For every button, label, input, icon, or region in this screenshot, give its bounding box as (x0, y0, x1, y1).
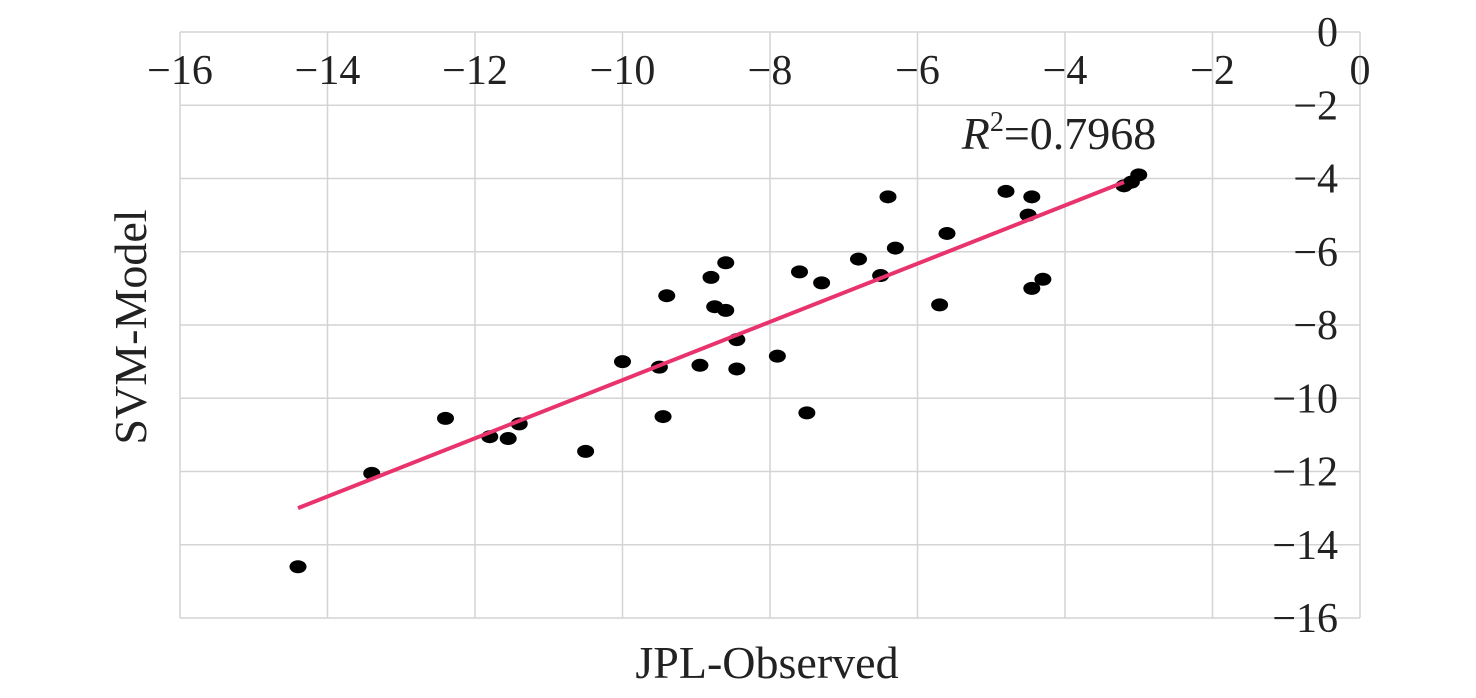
x-tick-label: −14 (295, 48, 361, 94)
y-tick-label: −4 (1293, 157, 1338, 203)
data-points (289, 168, 1148, 574)
data-point (437, 411, 454, 425)
y-tick-labels: 0 −2 −4 −6 −8 −10 −12 −14 −16 (1272, 10, 1338, 642)
data-point (728, 362, 746, 376)
x-tick-labels: −16 −14 −12 −10 −8 −6 −4 −2 0 (147, 48, 1370, 94)
data-point (886, 241, 904, 255)
data-point (791, 265, 808, 279)
data-point (717, 256, 735, 270)
y-tick-label: −14 (1272, 523, 1338, 569)
x-tick-label: −8 (748, 48, 793, 94)
data-point (289, 560, 307, 574)
data-point (658, 289, 676, 303)
trend-line (297, 180, 1125, 510)
x-tick-label: −10 (590, 48, 656, 94)
data-point (1034, 272, 1052, 286)
data-point (1130, 168, 1148, 182)
y-tick-label: −16 (1272, 596, 1338, 642)
data-point (931, 298, 949, 312)
y-tick-label: −6 (1293, 230, 1338, 276)
data-point (997, 184, 1015, 198)
data-point (879, 190, 897, 204)
data-point (654, 410, 672, 424)
r-squared-annotation: R2=0.7968 (961, 107, 1157, 159)
data-point (813, 276, 831, 290)
x-tick-label: −16 (147, 48, 213, 94)
r-superscript: 2 (990, 107, 1004, 138)
data-point (798, 406, 816, 420)
x-tick-label: −4 (1043, 48, 1088, 94)
y-tick-label: 0 (1317, 10, 1338, 56)
x-tick-label: 0 (1350, 48, 1371, 94)
data-point (938, 226, 956, 240)
x-tick-label: −6 (895, 48, 940, 94)
y-tick-label: −12 (1272, 450, 1338, 496)
data-point (1023, 281, 1041, 295)
data-point (768, 349, 786, 363)
x-axis-title: JPL-Observed (635, 637, 898, 688)
data-point (499, 432, 517, 446)
y-tick-label: −10 (1272, 376, 1338, 422)
data-point (702, 270, 720, 284)
data-point (577, 444, 595, 458)
r-symbol: R (961, 108, 990, 159)
x-tick-label: −12 (442, 48, 508, 94)
r-squared-value: =0.7968 (1004, 108, 1156, 159)
y-tick-label: −2 (1293, 83, 1338, 129)
y-tick-label: −8 (1293, 303, 1338, 349)
data-point (691, 358, 709, 372)
y-axis-title: SVM-Model (105, 209, 156, 444)
x-tick-label: −2 (1190, 48, 1235, 94)
data-point (1023, 190, 1041, 204)
data-point (850, 252, 867, 266)
data-point (717, 303, 735, 317)
data-point (614, 355, 631, 369)
grid-lines (179, 31, 1361, 619)
